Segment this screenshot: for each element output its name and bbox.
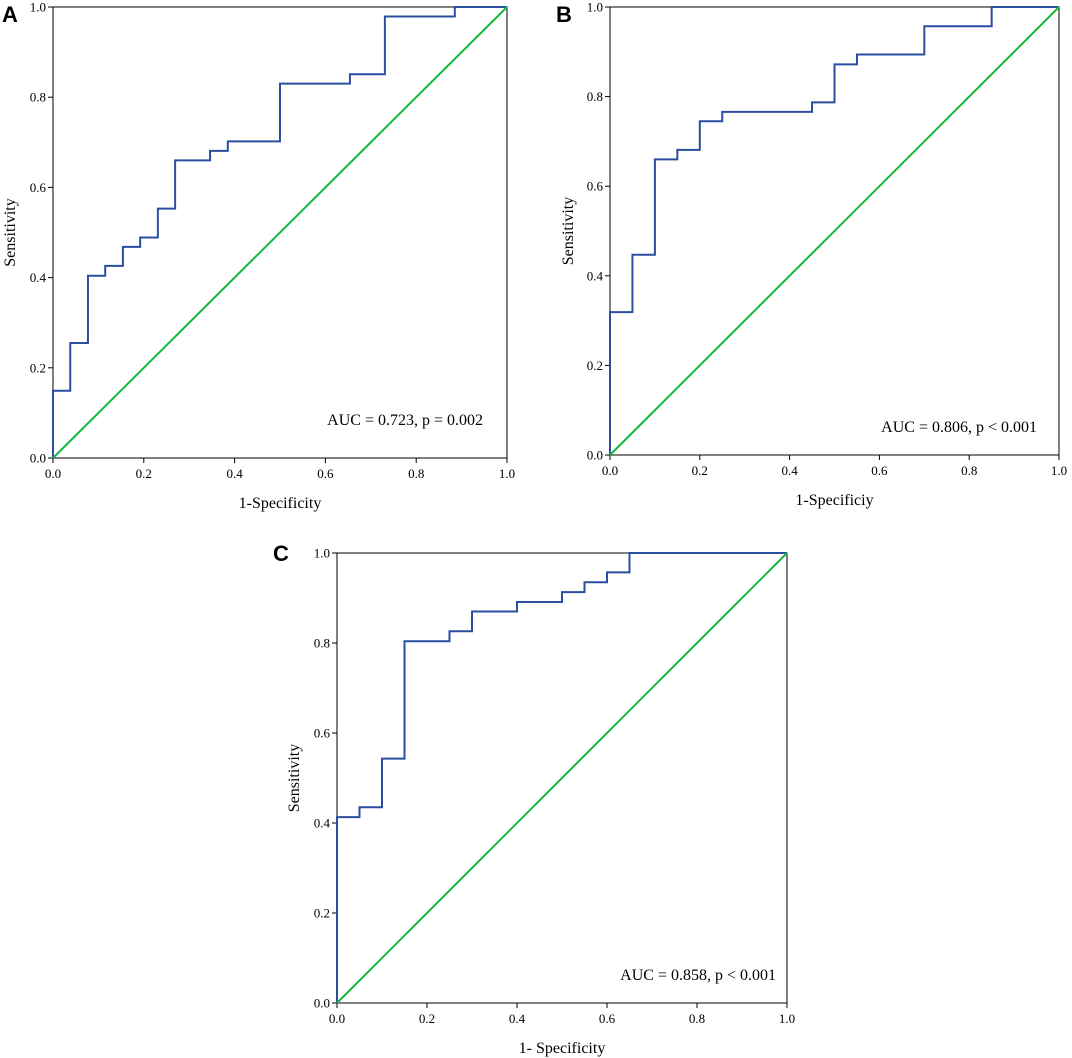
panel-a-y-axis-label: Sensitivity bbox=[2, 198, 19, 266]
panel-c-x-tick-label: 0.8 bbox=[689, 1011, 705, 1026]
panel-c-y-axis-label: Sensitivity bbox=[286, 744, 303, 812]
panel-c-y-tick-label: 0.2 bbox=[314, 906, 330, 921]
panel-c-y-tick-label: 0.8 bbox=[314, 636, 330, 651]
panel-a-x-tick-label: 0.0 bbox=[45, 466, 61, 481]
panel-a-x-axis-label: 1-Specificity bbox=[239, 495, 322, 512]
panel-c-y-tick-label: 0.0 bbox=[314, 996, 330, 1011]
panel-c-x-tick-label: 0.2 bbox=[419, 1011, 435, 1026]
panel-b-y-tick-label: 0.8 bbox=[587, 89, 603, 104]
roc-panel-a: A 0.0 0.2 0.4 0.6 0.8 1.0 0.0 0.2 0.4 0.6 0.8 1.0 1-… bbox=[2, 0, 515, 512]
roc-panel-c: C 0.0 0.2 0.4 0.6 0.8 1.0 0.0 0.2 0.4 0.6 0.8 1.0 1-… bbox=[273, 541, 795, 1057]
panel-b-x-tick-label: 0.6 bbox=[871, 463, 888, 478]
panel-c-x-axis-label: 1- Specificity bbox=[519, 1040, 606, 1057]
panel-a-x-tick-label: 0.2 bbox=[136, 466, 152, 481]
panel-b-roc-curve bbox=[609, 6, 1059, 455]
panel-b-y-tick-label: 0.0 bbox=[587, 448, 603, 463]
panel-a-y-tick-label: 0.8 bbox=[30, 90, 46, 105]
panel-a-x-tick-label: 0.6 bbox=[317, 466, 334, 481]
panel-letter-b: B bbox=[556, 2, 572, 27]
panel-c-y-tick-label: 1.0 bbox=[314, 546, 330, 561]
panel-a-reference-line bbox=[52, 6, 508, 459]
panel-b-plot-frame bbox=[609, 6, 1060, 456]
panel-letter-c: C bbox=[273, 541, 289, 566]
panel-c-plot-frame bbox=[336, 552, 788, 1004]
panel-c-x-tick-label: 0.4 bbox=[509, 1011, 526, 1026]
panel-a-y-tick-label: 0.4 bbox=[30, 270, 47, 285]
panel-b-x-tick-label: 0.8 bbox=[961, 463, 977, 478]
panel-b-y-tick-label: 0.4 bbox=[587, 268, 604, 283]
panel-a-plot-frame bbox=[52, 6, 508, 459]
panel-b-y-tick-label: 0.2 bbox=[587, 358, 603, 373]
panel-a-auc-annotation: AUC = 0.723, p = 0.002 bbox=[327, 412, 483, 429]
panel-c-roc-curve bbox=[336, 552, 787, 1003]
panel-b-x-tick-label: 0.4 bbox=[781, 463, 798, 478]
panel-b-auc-annotation: AUC = 0.806, p < 0.001 bbox=[881, 419, 1037, 436]
panel-a-roc-curve bbox=[52, 6, 507, 458]
panel-a-x-tick-label: 0.8 bbox=[408, 466, 424, 481]
panel-b-x-tick-label: 0.2 bbox=[692, 463, 708, 478]
panel-c-reference-line bbox=[336, 552, 788, 1004]
roc-panel-b: B 0.0 0.2 0.4 0.6 0.8 1.0 0.0 0.2 0.4 0.6 0.8 1.0 1-… bbox=[556, 0, 1067, 509]
panel-b-reference-line bbox=[609, 6, 1060, 456]
panel-c-y-tick-label: 0.4 bbox=[314, 816, 331, 831]
panel-letter-a: A bbox=[2, 2, 18, 27]
panel-c-auc-annotation: AUC = 0.858, p < 0.001 bbox=[620, 967, 776, 984]
panel-b-x-tick-label: 1.0 bbox=[1051, 463, 1067, 478]
panel-b-x-axis-label: 1-Specificiy bbox=[795, 492, 873, 509]
panel-a-y-tick-label: 0.0 bbox=[30, 451, 46, 466]
panel-a-y-tick-label: 0.2 bbox=[30, 360, 46, 375]
panel-b-y-tick-label: 0.6 bbox=[587, 179, 604, 194]
panel-a-x-tick-label: 0.4 bbox=[226, 466, 243, 481]
panel-a-y-tick-label: 1.0 bbox=[30, 0, 46, 15]
panel-c-x-tick-label: 0.6 bbox=[599, 1011, 616, 1026]
panel-a-x-tick-label: 1.0 bbox=[499, 466, 515, 481]
panel-c-y-tick-label: 0.6 bbox=[314, 726, 331, 741]
panel-c-x-tick-label: 1.0 bbox=[779, 1011, 795, 1026]
panel-b-y-axis-label: Sensitivity bbox=[560, 197, 577, 265]
panel-b-y-tick-label: 1.0 bbox=[587, 0, 603, 15]
panel-c-x-tick-label: 0.0 bbox=[329, 1011, 345, 1026]
panel-a-y-tick-label: 0.6 bbox=[30, 180, 47, 195]
panel-b-x-tick-label: 0.0 bbox=[602, 463, 618, 478]
